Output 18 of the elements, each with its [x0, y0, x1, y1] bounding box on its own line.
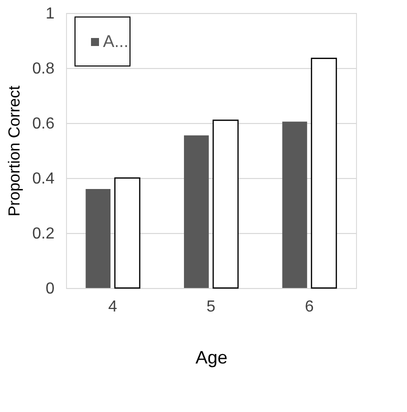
y-tick-label: 1	[46, 6, 55, 22]
bar	[86, 189, 111, 288]
x-axis-title: Age	[195, 348, 228, 368]
bar	[212, 120, 239, 289]
bar	[184, 135, 209, 288]
y-tick-label: 0.2	[32, 226, 55, 242]
bar	[282, 122, 308, 288]
x-tick-label: 5	[206, 298, 216, 316]
y-tick-label: 0.4	[32, 170, 55, 188]
x-tick-label: 4	[108, 298, 118, 316]
y-tick-label: 0	[46, 280, 55, 298]
bar	[310, 58, 337, 289]
y-tick-label: 0.8	[32, 60, 55, 78]
bar	[114, 177, 140, 289]
x-tick-label: 6	[304, 298, 314, 316]
y-tick-label: 0.6	[32, 116, 55, 132]
y-axis-title: Proportion Correct	[6, 85, 24, 216]
legend-label: A...	[103, 32, 129, 51]
